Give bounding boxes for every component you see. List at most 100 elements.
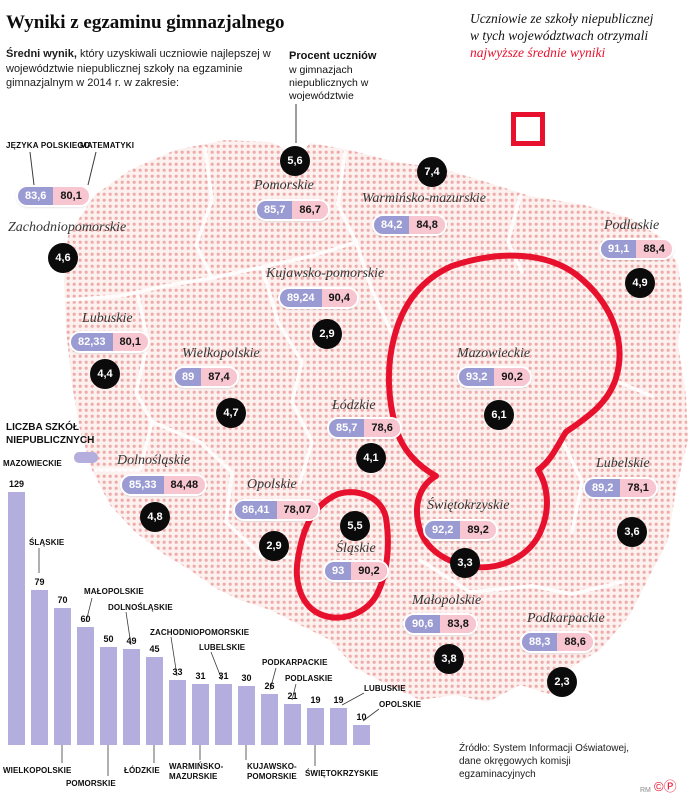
voivodeship-borders [64, 146, 654, 596]
region-label-zachodniopomorskie: Zachodniopomorskie [8, 220, 127, 235]
bar-podlaskie [284, 704, 301, 745]
math-score: 78,1 [620, 479, 656, 497]
percent-circle-lubuskie: 4,4 [90, 359, 120, 389]
polish-score: 83,6 [18, 187, 54, 205]
author-initials: RM [640, 787, 651, 794]
bar-kujawsko-pomorskie [238, 686, 255, 745]
region-label-lubuskie: Lubuskie [82, 311, 133, 326]
polish-score: 84,2 [374, 216, 410, 234]
region-label-dolnoslaskie: Dolnośląskie [117, 453, 191, 468]
bar-label-podlaskie: PODLASKIE [285, 674, 333, 683]
bar-wielkopolskie [54, 608, 71, 745]
region-label-podlaskie: Podlaskie [604, 218, 660, 233]
polish-score: 88,3 [522, 633, 558, 651]
bar-value: 70 [57, 595, 68, 605]
score-pill-lubelskie: 89,2 78,1 [585, 479, 656, 497]
bar-label-mazowieckie: MAZOWIECKIE [3, 459, 62, 468]
score-pill-slaskie: 93 90,2 [325, 562, 387, 580]
bar-color-swatch [74, 452, 98, 463]
region-label-kujawsko-pomorskie: Kujawsko-pomorskie [266, 266, 385, 281]
bar-label-wielkopolskie: WIELKOPOLSKIE [3, 766, 72, 775]
bar-śląskie [31, 590, 48, 745]
math-score: 88,6 [557, 633, 593, 651]
bar-value: 30 [241, 673, 252, 683]
math-score: 80,1 [53, 187, 89, 205]
score-pill-zachodniopomorskie: 83,6 80,1 [18, 187, 89, 205]
score-pill-pomorskie: 85,7 86,7 [257, 201, 328, 219]
region-label-lodzkie: Łódzkie [332, 398, 376, 413]
score-pill-mazowieckie: 93,2 90,2 [459, 368, 530, 386]
bar-lubuskie [330, 708, 347, 745]
score-pill-malopolskie: 90,6 83,8 [405, 615, 476, 633]
bar-value: 50 [103, 634, 114, 644]
bar-warmińsko-mazurskie [192, 684, 209, 745]
region-label-lubelskie: Lubelskie [596, 456, 650, 471]
polish-score: 89,24 [280, 289, 322, 307]
highlight-marker-square [511, 112, 545, 146]
bar-label-lubuskie: LUBUSKIE [364, 684, 406, 693]
polish-score: 89 [175, 368, 202, 386]
highest-note-plain: Uczniowie ze szkoły niepublicznej w tych… [470, 11, 654, 44]
region-label-wielkopolskie: Wielkopolskie [182, 346, 260, 361]
bar-chart-title: LICZBA SZKÓŁ NIEPUBLICZNYCH [6, 422, 95, 446]
score-pill-opolskie: 86,41 78,07 [235, 501, 319, 519]
bar-value: 79 [34, 577, 45, 587]
region-label-malopolskie: Małopolskie [412, 593, 482, 608]
bar-value: 31 [218, 671, 229, 681]
bar-podkarpackie [261, 694, 278, 745]
region-label-slaskie: Śląskie [336, 541, 376, 556]
highlight-outline-mazowieckie-swietokrzyskie [385, 252, 623, 571]
bar-value: 10 [356, 712, 367, 722]
score-pill-warminsko-mazurskie: 84,2 84,8 [374, 216, 445, 234]
percent-note-bold: Procent uczniów [289, 50, 377, 62]
polish-score: 85,7 [257, 201, 293, 219]
bar-value: 26 [264, 681, 275, 691]
copyright-icons: ©Ⓟ [654, 779, 677, 794]
math-score: 90,2 [351, 562, 387, 580]
math-score: 90,2 [494, 368, 530, 386]
polish-score: 85,7 [329, 419, 365, 437]
bar-label-pomorskie: POMORSKIE [66, 779, 116, 788]
score-pill-wielkopolskie: 89 87,4 [175, 368, 237, 386]
bar-label-connectors [38, 548, 380, 776]
percent-note-rest: w gimnazjach niepublicznych w województw… [289, 63, 369, 103]
math-score: 80,1 [112, 333, 148, 351]
region-label-pomorskie: Pomorskie [254, 178, 314, 193]
region-label-mazowieckie: Mazowieckie [457, 346, 531, 361]
bar-value: 60 [80, 614, 91, 624]
bar-value: 33 [172, 667, 183, 677]
percent-circle-kujawsko-pomorskie: 2,9 [312, 319, 342, 349]
math-score: 83,8 [440, 615, 476, 633]
bar-value: 45 [149, 644, 160, 654]
percent-circle-wielkopolskie: 4,7 [216, 398, 246, 428]
bar-zachodniopomorskie [169, 680, 186, 745]
percent-circle-dolnoslaskie: 4,8 [140, 502, 170, 532]
percent-circle-lodzkie: 4,1 [356, 443, 386, 473]
percent-circle-podkarpackie: 2,3 [547, 667, 577, 697]
source-text: Źródło: System Informacji Oświatowej, da… [459, 743, 630, 780]
bar-label-lubelskie: LUBELSKIE [199, 643, 246, 652]
math-score: 84,8 [409, 216, 445, 234]
bar-label-warminsko-mazurskie: WARMIŃSKO-MAZURSKIE [169, 762, 224, 781]
bar-value: 31 [195, 671, 206, 681]
highlight-outlines [293, 252, 623, 621]
percent-circle-zachodniopomorskie: 4,6 [48, 243, 78, 273]
bar-łódzkie [146, 657, 163, 745]
annotation-lines [29, 104, 297, 186]
percent-circle-swietokrzyskie: 3,3 [450, 548, 480, 578]
bar-value: 19 [310, 695, 321, 705]
math-score: 78,6 [364, 419, 400, 437]
region-label-opolskie: Opolskie [247, 477, 297, 492]
math-score: 87,4 [201, 368, 237, 386]
bar-value: 21 [287, 691, 298, 701]
region-label-podkarpackie: Podkarpackie [527, 611, 605, 626]
polish-score: 91,1 [601, 240, 637, 258]
region-label-swietokrzyskie: Świętokrzyskie [427, 498, 510, 513]
percent-circle-podlaskie: 4,9 [625, 268, 655, 298]
bar-label-dolnoslaskie: DOLNOŚLĄSKIE [108, 603, 173, 612]
math-score: 78,07 [276, 501, 319, 519]
percent-circle-malopolskie: 3,8 [434, 644, 464, 674]
bar-label-slaskie: ŚLĄSKIE [29, 538, 65, 547]
polish-score: 89,2 [585, 479, 621, 497]
